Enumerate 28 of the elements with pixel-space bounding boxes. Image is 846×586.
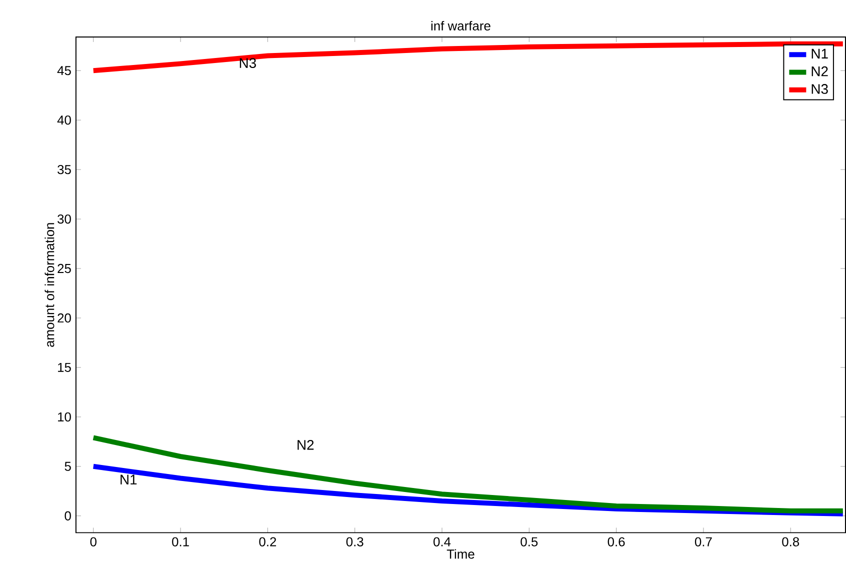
legend-label: N1 [812,49,828,59]
x-tick-label: 0.2 [259,537,276,547]
annotation: N2 [298,440,314,450]
y-tick-label: 0 [64,511,71,521]
x-tick-label: 0.1 [172,537,189,547]
x-tick-label: 0.6 [608,537,625,547]
y-tick-label: 10 [58,412,71,422]
legend-label: N2 [812,66,828,76]
x-tick-label: 0.3 [346,537,364,547]
y-tick-label: 40 [57,116,71,125]
x-tick-label: 0.8 [782,537,800,547]
y-axis-title: amount of information [44,223,54,348]
y-tick-label: 25 [58,264,71,274]
y-tick-label: 15 [58,363,71,372]
x-tick-label: 0.5 [520,537,538,547]
x-axis-title: Time [446,549,474,559]
legend-label: N3 [812,84,828,94]
x-tick-label: 0 [90,537,96,547]
chart-title: inf warfare [431,21,490,31]
y-tick-label: 20 [58,314,71,323]
annotation: N1 [120,474,137,485]
y-tick-label: 5 [64,462,71,472]
y-tick-label: 35 [58,165,71,174]
annotation: N3 [240,58,256,68]
y-tick-label: 45 [57,66,71,76]
x-tick-label: 0.4 [434,537,451,547]
x-tick-label: 0.7 [694,537,712,547]
y-tick-label: 30 [58,214,71,224]
